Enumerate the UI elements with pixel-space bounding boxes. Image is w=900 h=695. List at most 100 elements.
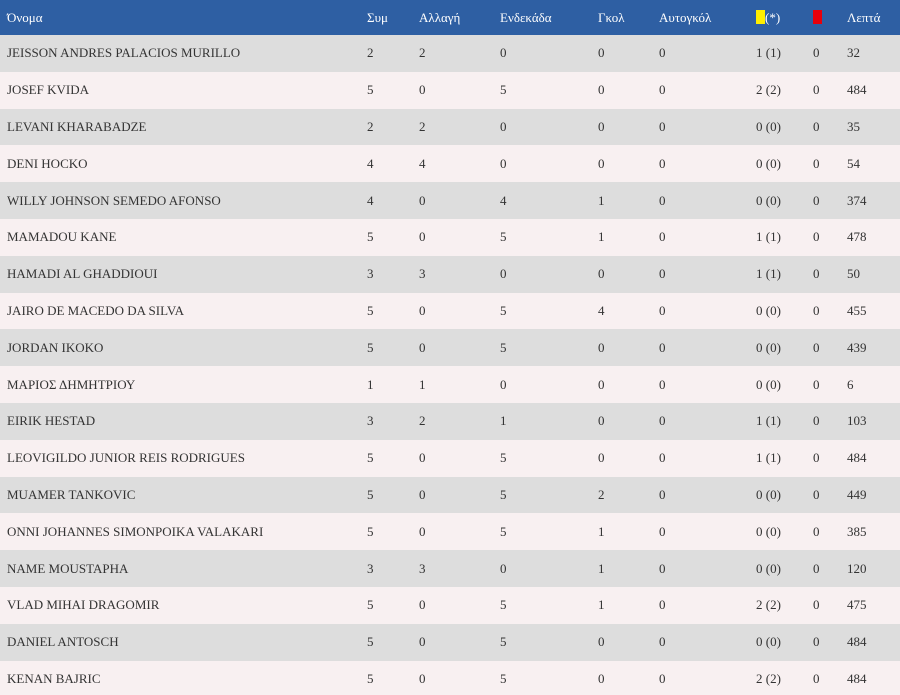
- player-minutes: 35: [847, 118, 860, 134]
- player-apps: 3: [367, 560, 374, 576]
- player-start: 5: [500, 670, 507, 686]
- player-goals: 0: [598, 118, 605, 134]
- header-red-cards[interactable]: [813, 0, 847, 35]
- player-yellow-cards: 0 (0): [756, 560, 781, 576]
- player-goals: 1: [598, 560, 605, 576]
- player-name[interactable]: JOSEF KVIDA: [7, 82, 89, 98]
- table-row: JEISSON ANDRES PALACIOS MURILLO 2 2 0 0 0 1 (1…: [0, 35, 900, 72]
- player-red-cards: 0: [813, 634, 820, 650]
- player-red-cards: 0: [813, 229, 820, 245]
- player-sub: 2: [419, 45, 426, 61]
- player-name[interactable]: JORDAN IKOKO: [7, 339, 104, 355]
- table-row: JOSEF KVIDA 5 0 5 0 0 2 (2) 0 484: [0, 71, 900, 109]
- player-goals: 0: [598, 450, 605, 466]
- player-apps: 1: [367, 376, 374, 392]
- player-yellow-cards: 0 (0): [756, 523, 781, 539]
- player-start: 5: [500, 523, 507, 539]
- header-goals[interactable]: Γκολ: [598, 9, 625, 25]
- player-name[interactable]: JEISSON ANDRES PALACIOS MURILLO: [7, 45, 241, 61]
- player-red-cards: 0: [813, 155, 820, 171]
- yellow-card-icon: [756, 9, 765, 24]
- player-yellow-cards: 0 (0): [756, 376, 781, 392]
- header-yellow-cards[interactable]: (*): [756, 0, 813, 35]
- player-name[interactable]: NAME MOUSTAPHA: [7, 560, 129, 576]
- player-name[interactable]: KENAN BAJRIC: [7, 670, 101, 686]
- table-row: LEVANI KHARABADZE 2 2 0 0 0 0 (0) 0 35: [0, 108, 900, 146]
- player-goals: 1: [598, 192, 605, 208]
- player-own-goals: 0: [659, 450, 666, 466]
- player-goals: 0: [598, 82, 605, 98]
- player-apps: 2: [367, 45, 374, 61]
- player-apps: 5: [367, 523, 374, 539]
- player-name[interactable]: MAMADOU KANE: [7, 229, 117, 245]
- table-row: EIRIK HESTAD 3 2 1 0 0 1 (1) 0 103: [0, 402, 900, 440]
- header-start[interactable]: Ενδεκάδα: [500, 9, 552, 25]
- player-name[interactable]: EIRIK HESTAD: [7, 413, 96, 429]
- player-own-goals: 0: [659, 413, 666, 429]
- table-body: JEISSON ANDRES PALACIOS MURILLO 2 2 0 0 0 1 (1…: [0, 35, 900, 695]
- player-own-goals: 0: [659, 376, 666, 392]
- player-yellow-cards: 0 (0): [756, 118, 781, 134]
- player-start: 5: [500, 82, 507, 98]
- header-row: Όνομα Συμ Αλλαγή Ενδεκάδα Γκολ Αυτογκόλ …: [0, 0, 900, 35]
- player-start: 0: [500, 155, 507, 171]
- player-start: 5: [500, 339, 507, 355]
- player-red-cards: 0: [813, 413, 820, 429]
- player-start: 5: [500, 486, 507, 502]
- player-minutes: 484: [847, 670, 867, 686]
- player-apps: 5: [367, 302, 374, 318]
- player-yellow-cards: 0 (0): [756, 486, 781, 502]
- player-name[interactable]: LEOVIGILDO JUNIOR REIS RODRIGUES: [7, 450, 245, 466]
- player-name[interactable]: DANIEL ANTOSCH: [7, 634, 119, 650]
- player-minutes: 484: [847, 82, 867, 98]
- header-apps[interactable]: Συμ: [367, 9, 388, 25]
- player-apps: 5: [367, 486, 374, 502]
- player-yellow-cards: 0 (0): [756, 339, 781, 355]
- player-goals: 0: [598, 413, 605, 429]
- player-yellow-cards: 0 (0): [756, 192, 781, 208]
- yellow-suffix: (*): [765, 9, 781, 25]
- player-minutes: 120: [847, 560, 867, 576]
- player-red-cards: 0: [813, 266, 820, 282]
- player-sub: 0: [419, 450, 426, 466]
- player-name[interactable]: DENI HOCKO: [7, 155, 88, 171]
- player-red-cards: 0: [813, 82, 820, 98]
- header-minutes[interactable]: Λεπτά: [847, 9, 881, 25]
- player-own-goals: 0: [659, 82, 666, 98]
- table-row: MUAMER TANKOVIC 5 0 5 2 0 0 (0) 0 449: [0, 476, 900, 514]
- player-goals: 2: [598, 486, 605, 502]
- player-name[interactable]: VLAD MIHAI DRAGOMIR: [7, 597, 160, 613]
- player-name[interactable]: ONNI JOHANNES SIMONPOIKA VALAKARI: [7, 523, 264, 539]
- header-own-goals[interactable]: Αυτογκόλ: [659, 9, 712, 25]
- player-own-goals: 0: [659, 634, 666, 650]
- header-name[interactable]: Όνομα: [7, 9, 43, 25]
- player-sub: 1: [419, 376, 426, 392]
- red-card-icon: [813, 9, 822, 24]
- player-name[interactable]: WILLY JOHNSON SEMEDO AFONSO: [7, 192, 221, 208]
- player-red-cards: 0: [813, 450, 820, 466]
- player-goals: 0: [598, 339, 605, 355]
- player-name[interactable]: JAIRO DE MACEDO DA SILVA: [7, 302, 184, 318]
- player-sub: 3: [419, 560, 426, 576]
- header-sub[interactable]: Αλλαγή: [419, 9, 461, 25]
- player-minutes: 475: [847, 597, 867, 613]
- player-own-goals: 0: [659, 192, 666, 208]
- player-own-goals: 0: [659, 118, 666, 134]
- player-minutes: 484: [847, 450, 867, 466]
- player-minutes: 54: [847, 155, 860, 171]
- player-name[interactable]: LEVANI KHARABADZE: [7, 118, 147, 134]
- player-yellow-cards: 1 (1): [756, 450, 781, 466]
- player-own-goals: 0: [659, 45, 666, 61]
- player-yellow-cards: 0 (0): [756, 302, 781, 318]
- player-red-cards: 0: [813, 670, 820, 686]
- player-name[interactable]: HAMADI AL GHADDIOUI: [7, 266, 158, 282]
- player-minutes: 374: [847, 192, 867, 208]
- player-name[interactable]: ΜΑΡΙΟΣ ΔΗΜΗΤΡΙΟΥ: [7, 376, 136, 392]
- player-yellow-cards: 2 (2): [756, 670, 781, 686]
- player-start: 5: [500, 634, 507, 650]
- player-goals: 0: [598, 634, 605, 650]
- player-minutes: 6: [847, 376, 854, 392]
- player-apps: 5: [367, 339, 374, 355]
- player-name[interactable]: MUAMER TANKOVIC: [7, 486, 136, 502]
- player-sub: 0: [419, 486, 426, 502]
